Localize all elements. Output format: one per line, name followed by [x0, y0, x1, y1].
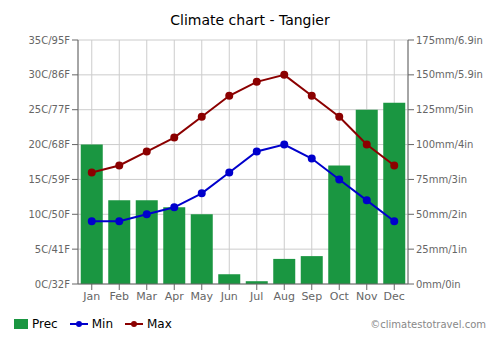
- html-text:Prec: Prec: [32, 317, 58, 331]
- svg-text:150mm/5.9in: 150mm/5.9in: [416, 69, 483, 80]
- html-text:Max: Max: [147, 317, 172, 331]
- svg-text:30C/86F: 30C/86F: [28, 69, 70, 80]
- svg-text:Oct: Oct: [330, 290, 350, 303]
- svg-text:5C/41F: 5C/41F: [35, 244, 70, 255]
- svg-text:0mm/0in: 0mm/0in: [416, 279, 461, 290]
- svg-text:Jul: Jul: [249, 290, 263, 303]
- svg-text:75mm/3in: 75mm/3in: [416, 174, 467, 185]
- svg-text:35C/95F: 35C/95F: [28, 35, 70, 46]
- svg-text:125mm/5in: 125mm/5in: [416, 104, 473, 115]
- svg-text:0C/32F: 0C/32F: [35, 279, 70, 290]
- svg-text:Mar: Mar: [136, 290, 157, 303]
- svg-text:100mm/4in: 100mm/4in: [416, 139, 473, 150]
- svg-text:10C/50F: 10C/50F: [28, 209, 70, 220]
- svg-text:20C/68F: 20C/68F: [28, 139, 70, 150]
- svg-text:Dec: Dec: [384, 290, 405, 303]
- svg-text:175mm/6.9in: 175mm/6.9in: [416, 35, 483, 46]
- svg-text:Sep: Sep: [301, 290, 322, 303]
- html-text:Climate chart - Tangier: Climate chart - Tangier: [170, 12, 330, 28]
- svg-text:15C/59F: 15C/59F: [28, 174, 70, 185]
- svg-text:50mm/2in: 50mm/2in: [416, 209, 467, 220]
- svg-text:Nov: Nov: [356, 290, 378, 303]
- svg-text:Feb: Feb: [110, 290, 129, 303]
- svg-text:Jun: Jun: [220, 290, 238, 303]
- html-text:©climatestotravel.com: ©climatestotravel.com: [370, 318, 486, 330]
- svg-text:Jan: Jan: [82, 290, 100, 303]
- svg-text:25C/77F: 25C/77F: [28, 104, 70, 115]
- svg-text:May: May: [190, 290, 213, 303]
- svg-text:Apr: Apr: [165, 290, 185, 303]
- svg-text:Aug: Aug: [274, 290, 295, 303]
- html-text:Min: Min: [91, 317, 113, 331]
- svg-text:25mm/1in: 25mm/1in: [416, 244, 467, 255]
